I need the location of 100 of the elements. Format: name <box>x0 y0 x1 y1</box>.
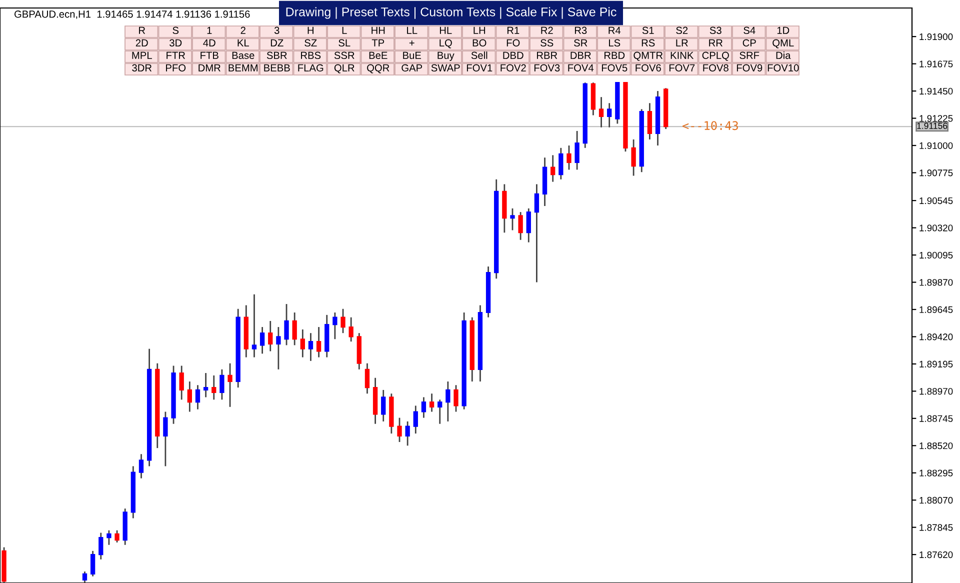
annotation: Sell <box>471 52 488 59</box>
annotation: GAP <box>402 64 422 72</box>
annotation: SZ <box>304 39 317 46</box>
y-tick-label: 1.88520 <box>920 442 953 450</box>
y-tick-label: 1.87620 <box>920 551 953 558</box>
annotation: SS <box>540 39 554 46</box>
annotation: FTB <box>200 52 218 59</box>
annotation: R <box>139 26 146 34</box>
annotation: LS <box>609 39 620 46</box>
y-tick-label: 1.90545 <box>920 197 953 204</box>
y-tick-label: 1.91900 <box>920 33 953 40</box>
annotation: DBD <box>503 52 524 59</box>
candlestick <box>429 392 434 412</box>
y-tick-label: 1.91225 <box>920 115 953 122</box>
y-tick-label: 1.87845 <box>920 524 953 531</box>
candlestick <box>607 102 612 128</box>
annotation: QQR <box>367 64 390 74</box>
annotation: FOV2 <box>500 64 526 72</box>
candlestick <box>308 332 314 362</box>
annotation: 4D <box>203 39 216 46</box>
candlestick <box>82 570 88 583</box>
annotation: QML <box>772 39 794 48</box>
annotation: FOV5 <box>602 64 628 72</box>
annotation: FOV10 <box>768 64 799 72</box>
annotation: R1 <box>507 26 520 34</box>
candlestick <box>340 308 346 334</box>
y-tick-label: 1.88970 <box>920 388 953 395</box>
candlestick <box>381 389 386 422</box>
annotation: FOV9 <box>736 64 762 72</box>
candlestick <box>114 530 120 544</box>
candlestick <box>163 411 168 467</box>
annotation: CP <box>742 39 756 46</box>
annotation: MPL <box>132 52 152 59</box>
annotation: R4 <box>608 26 621 34</box>
candlestick <box>510 208 515 231</box>
candlestick <box>647 102 652 140</box>
candlestick <box>526 208 531 244</box>
candlestick <box>300 328 305 358</box>
annotation: FOV1 <box>466 64 492 72</box>
candlestick <box>421 396 426 418</box>
candlestick <box>348 316 354 342</box>
annotation: KINK <box>670 52 694 59</box>
annotation: FOV4 <box>568 64 594 72</box>
y-tick-label: 1.91000 <box>920 142 953 149</box>
annotation: FOV6 <box>636 64 661 72</box>
annotation: QLR <box>334 64 354 74</box>
annotation: RR <box>709 39 722 46</box>
annotation: FOV8 <box>703 64 728 72</box>
candlestick <box>364 362 370 394</box>
annotation: DMR <box>198 64 220 72</box>
y-tick-label: 1.89870 <box>920 279 953 286</box>
annotation: TP <box>372 39 384 46</box>
y-tick-label: 1.88745 <box>920 415 953 422</box>
annotation: RBS <box>301 52 321 59</box>
ref-line-label: 1.91156 <box>917 122 948 129</box>
y-tick-label: 1.90775 <box>920 170 953 176</box>
candlestick <box>268 320 273 352</box>
annotation: BO <box>472 39 486 46</box>
annotation: QMTR <box>634 52 663 61</box>
chart-title: GBPAUD.ecn,H1 1.91465 1.91474 1.91136 1.91156 <box>14 10 250 19</box>
annotation: Base <box>232 52 254 59</box>
candlestick <box>558 147 564 180</box>
annotation: FOV3 <box>534 64 560 72</box>
annotation: FLAG <box>298 64 324 72</box>
candlestick <box>220 368 224 400</box>
y-tick-label: 1.89645 <box>920 306 953 313</box>
y-tick-label: 1.88295 <box>920 470 953 476</box>
annotation: BeE <box>369 52 388 59</box>
annotation: DZ <box>270 39 284 46</box>
annotation: Drawing | Preset Texts | Custom Texts | Scale Fix | Save Pic <box>286 7 616 19</box>
annotation: H <box>308 26 314 34</box>
candlestick <box>90 550 96 578</box>
annotation: SR <box>574 39 588 46</box>
annotation: HL <box>440 26 452 34</box>
annotation: S <box>172 26 179 34</box>
annotation: 3D <box>170 39 182 46</box>
candlestick <box>187 380 192 412</box>
candlestick <box>446 380 450 422</box>
y-tick-label: 1.91675 <box>920 60 953 68</box>
candlestick <box>228 362 232 408</box>
annotation: RBD <box>604 52 625 59</box>
annotation: 1 <box>207 26 212 34</box>
annotation: PFO <box>166 64 186 72</box>
candlestick <box>252 294 257 358</box>
annotation: 3DR <box>132 64 152 72</box>
annotation: RBR <box>537 52 558 59</box>
candlestick <box>292 312 297 346</box>
candlestick <box>316 326 322 358</box>
candlestick <box>534 184 540 283</box>
annotation: SL <box>338 39 350 46</box>
candlestick <box>518 211 523 241</box>
candlestick <box>631 138 636 176</box>
annotation: R2 <box>541 26 553 34</box>
annotation: 2D <box>136 39 148 46</box>
annotation: S2 <box>676 26 688 34</box>
candlestick <box>438 398 442 425</box>
candlestick <box>284 303 289 346</box>
annotation: RS <box>642 39 655 46</box>
annotation: Buy <box>438 52 454 61</box>
annotation: SWAP <box>431 64 460 72</box>
